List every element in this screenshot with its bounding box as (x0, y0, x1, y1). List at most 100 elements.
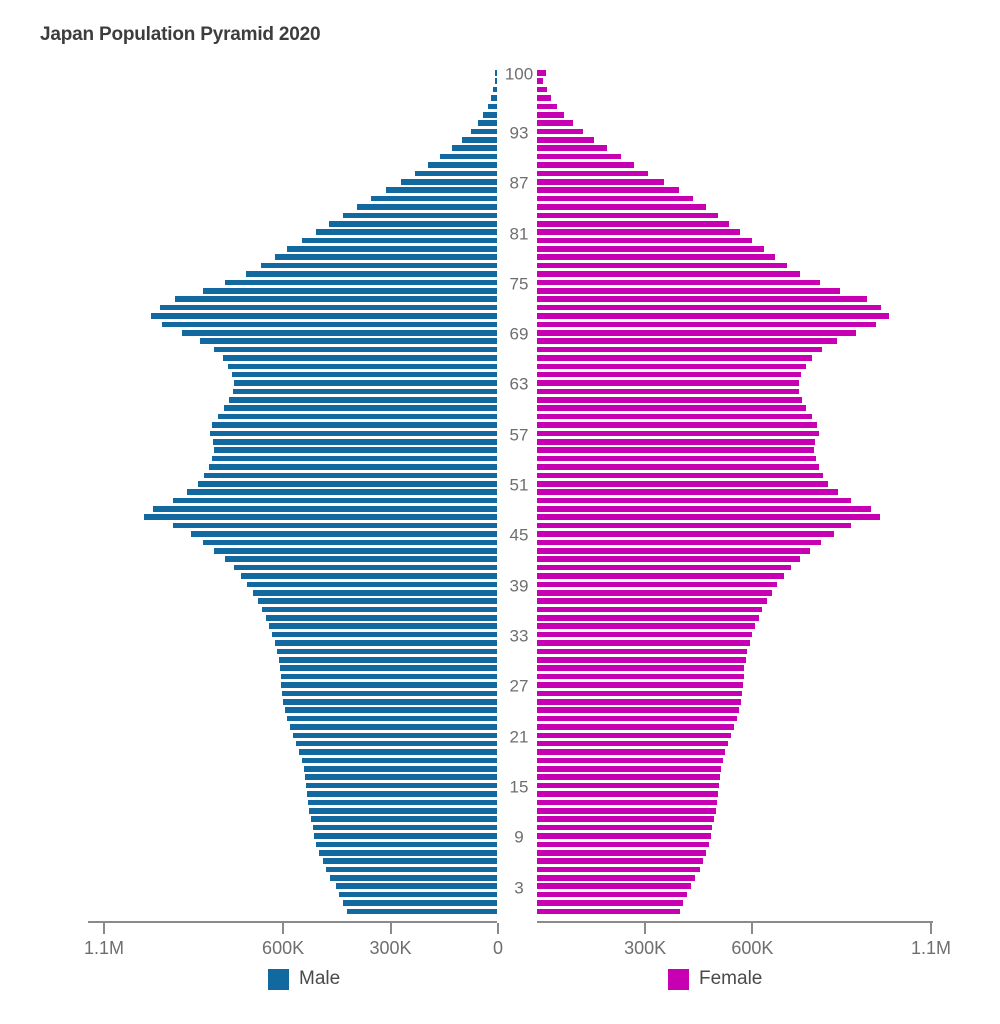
female-bar[interactable] (537, 254, 775, 261)
female-bar[interactable] (537, 472, 823, 479)
male-bar[interactable] (325, 866, 497, 873)
male-bar[interactable] (162, 321, 497, 328)
male-bar[interactable] (172, 497, 497, 504)
male-bar[interactable] (342, 900, 497, 906)
female-bar[interactable] (537, 531, 834, 537)
female-bar[interactable] (537, 162, 635, 168)
female-bar[interactable] (537, 413, 813, 420)
male-bar[interactable] (487, 103, 497, 110)
female-bar[interactable] (537, 673, 744, 680)
female-bar[interactable] (537, 229, 740, 235)
female-bar[interactable] (537, 891, 688, 898)
male-bar[interactable] (224, 405, 497, 412)
female-bar[interactable] (537, 220, 730, 227)
female-bar[interactable] (537, 749, 726, 755)
male-bar[interactable] (316, 229, 497, 235)
female-bar[interactable] (537, 589, 772, 596)
female-bar[interactable] (537, 296, 868, 303)
male-bar[interactable] (257, 598, 497, 604)
female-bar[interactable] (537, 371, 802, 378)
female-bar[interactable] (537, 397, 803, 403)
female-bar[interactable] (537, 447, 815, 453)
female-bar[interactable] (537, 849, 706, 856)
male-bar[interactable] (233, 564, 497, 571)
female-bar[interactable] (537, 598, 767, 604)
male-bar[interactable] (305, 774, 497, 781)
male-bar[interactable] (428, 162, 497, 168)
male-bar[interactable] (301, 237, 497, 244)
male-bar[interactable] (172, 522, 497, 529)
male-bar[interactable] (203, 539, 497, 546)
female-bar[interactable] (537, 799, 717, 806)
male-bar[interactable] (153, 506, 497, 512)
female-bar[interactable] (537, 766, 722, 772)
male-bar[interactable] (144, 514, 497, 521)
male-bar[interactable] (214, 346, 497, 353)
male-bar[interactable] (330, 875, 497, 881)
male-bar[interactable] (494, 78, 497, 84)
female-bar[interactable] (537, 179, 665, 185)
female-bar[interactable] (537, 363, 806, 370)
male-bar[interactable] (272, 631, 497, 638)
female-bar[interactable] (537, 640, 750, 646)
female-bar[interactable] (537, 724, 735, 730)
female-bar[interactable] (537, 522, 852, 529)
male-bar[interactable] (401, 179, 497, 185)
male-bar[interactable] (232, 388, 497, 395)
female-bar[interactable] (537, 791, 718, 797)
female-bar[interactable] (537, 841, 709, 848)
male-bar[interactable] (231, 371, 497, 378)
male-bar[interactable] (312, 824, 497, 831)
male-bar[interactable] (339, 891, 497, 898)
female-bar[interactable] (537, 338, 838, 344)
male-bar[interactable] (299, 749, 497, 755)
male-bar[interactable] (289, 724, 497, 730)
male-bar[interactable] (292, 732, 497, 739)
female-bar[interactable] (537, 422, 818, 428)
female-bar[interactable] (537, 506, 872, 512)
female-bar[interactable] (537, 271, 800, 277)
male-bar[interactable] (187, 489, 497, 495)
female-bar[interactable] (537, 690, 743, 697)
male-bar[interactable] (283, 698, 497, 705)
male-bar[interactable] (282, 690, 497, 697)
female-bar[interactable] (537, 883, 691, 890)
female-bar[interactable] (537, 464, 819, 470)
male-bar[interactable] (307, 791, 497, 797)
female-bar[interactable] (537, 682, 743, 688)
female-bar[interactable] (537, 204, 706, 210)
female-bar[interactable] (537, 698, 741, 705)
female-bar[interactable] (537, 329, 856, 336)
female-bar[interactable] (537, 715, 737, 722)
female-bar[interactable] (537, 430, 819, 437)
female-bar[interactable] (537, 246, 765, 252)
female-bar[interactable] (537, 631, 753, 638)
male-bar[interactable] (342, 212, 497, 219)
female-bar[interactable] (537, 615, 759, 621)
male-bar[interactable] (483, 111, 497, 118)
female-bar[interactable] (537, 648, 748, 655)
female-bar[interactable] (537, 556, 800, 562)
female-bar[interactable] (537, 313, 889, 319)
male-bar[interactable] (296, 740, 497, 747)
male-bar[interactable] (224, 279, 497, 286)
male-bar[interactable] (385, 187, 497, 193)
female-bar[interactable] (537, 816, 715, 822)
female-bar[interactable] (537, 78, 544, 84)
female-bar[interactable] (537, 707, 740, 713)
female-bar[interactable] (537, 103, 557, 110)
male-bar[interactable] (493, 86, 497, 93)
female-bar[interactable] (537, 774, 720, 781)
male-bar[interactable] (213, 438, 497, 445)
female-bar[interactable] (537, 237, 753, 244)
female-bar[interactable] (537, 145, 608, 152)
female-bar[interactable] (537, 195, 693, 202)
male-bar[interactable] (160, 304, 497, 311)
female-bar[interactable] (537, 321, 877, 328)
male-bar[interactable] (247, 581, 497, 588)
female-bar[interactable] (537, 581, 778, 588)
male-bar[interactable] (229, 397, 497, 403)
female-bar[interactable] (537, 70, 546, 76)
male-bar[interactable] (279, 665, 497, 671)
male-bar[interactable] (322, 858, 497, 864)
